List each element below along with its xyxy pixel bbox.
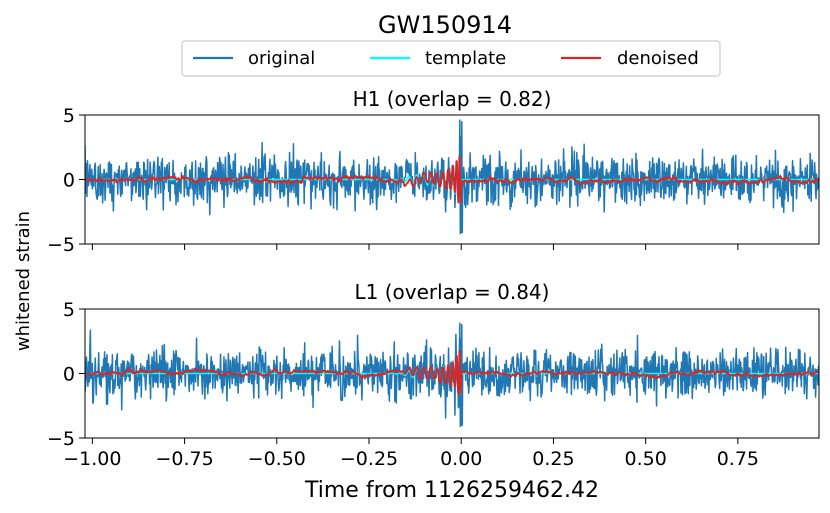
y-tick-label: 0 — [63, 364, 75, 386]
y-tick-label: −5 — [47, 428, 75, 450]
legend: original template denoised — [181, 40, 721, 77]
y-ticks-h1: −5 0 5 — [47, 105, 85, 256]
legend-frame — [181, 40, 721, 77]
y-tick-label: 5 — [63, 299, 75, 321]
y-tick-label: 5 — [63, 105, 75, 127]
series-denoised-l1 — [85, 349, 819, 397]
legend-label-original: original — [248, 48, 315, 69]
legend-label-template: template — [425, 48, 506, 69]
y-tick-label: −5 — [47, 234, 75, 256]
x-tick-label: −0.25 — [340, 448, 398, 470]
x-ticks-l1: −1.00 −0.75 −0.50 −0.25 0.00 0.25 0.50 0.75 — [63, 438, 759, 470]
figure-title: GW150914 — [378, 11, 512, 39]
y-tick-label: 0 — [63, 170, 75, 192]
x-tick-label: 0.00 — [440, 448, 482, 470]
x-tick-label: −1.00 — [63, 448, 121, 470]
y-ticks-l1: −5 0 5 — [47, 299, 85, 450]
x-tick-label: −0.50 — [248, 448, 306, 470]
plot-area-h1 — [85, 119, 819, 235]
plot-area-l1 — [85, 322, 819, 428]
panel-title-h1: H1 (overlap = 0.82) — [353, 87, 552, 111]
y-axis-label: whitened strain — [13, 211, 34, 351]
x-axis-label: Time from 1126259462.42 — [304, 478, 599, 503]
panel-l1: L1 (overlap = 0.84) −5 0 5 −1.00 −0.75 −0.50… — [47, 280, 820, 470]
legend-label-denoised: denoised — [617, 48, 699, 69]
x-tick-label: 0.25 — [532, 448, 574, 470]
x-tick-label: 0.50 — [624, 448, 666, 470]
series-original-l1 — [85, 322, 819, 428]
panel-title-l1: L1 (overlap = 0.84) — [355, 280, 550, 304]
x-ticks-h1 — [91, 244, 739, 250]
x-tick-label: −0.75 — [155, 448, 213, 470]
series-denoised-h1 — [85, 155, 819, 205]
x-tick-label: 0.75 — [717, 448, 759, 470]
panel-h1: H1 (overlap = 0.82) −5 0 5 — [47, 87, 820, 256]
